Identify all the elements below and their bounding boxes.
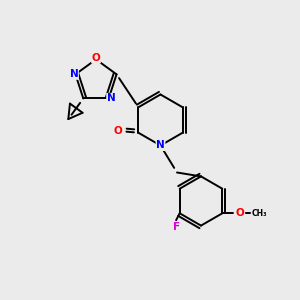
Text: F: F [172, 222, 180, 232]
Text: N: N [107, 94, 116, 103]
Text: O: O [92, 53, 100, 63]
Text: N: N [156, 140, 165, 151]
Text: N: N [70, 69, 78, 79]
Text: O: O [114, 126, 123, 136]
Text: CH₃: CH₃ [251, 209, 267, 218]
Text: O: O [236, 208, 245, 218]
